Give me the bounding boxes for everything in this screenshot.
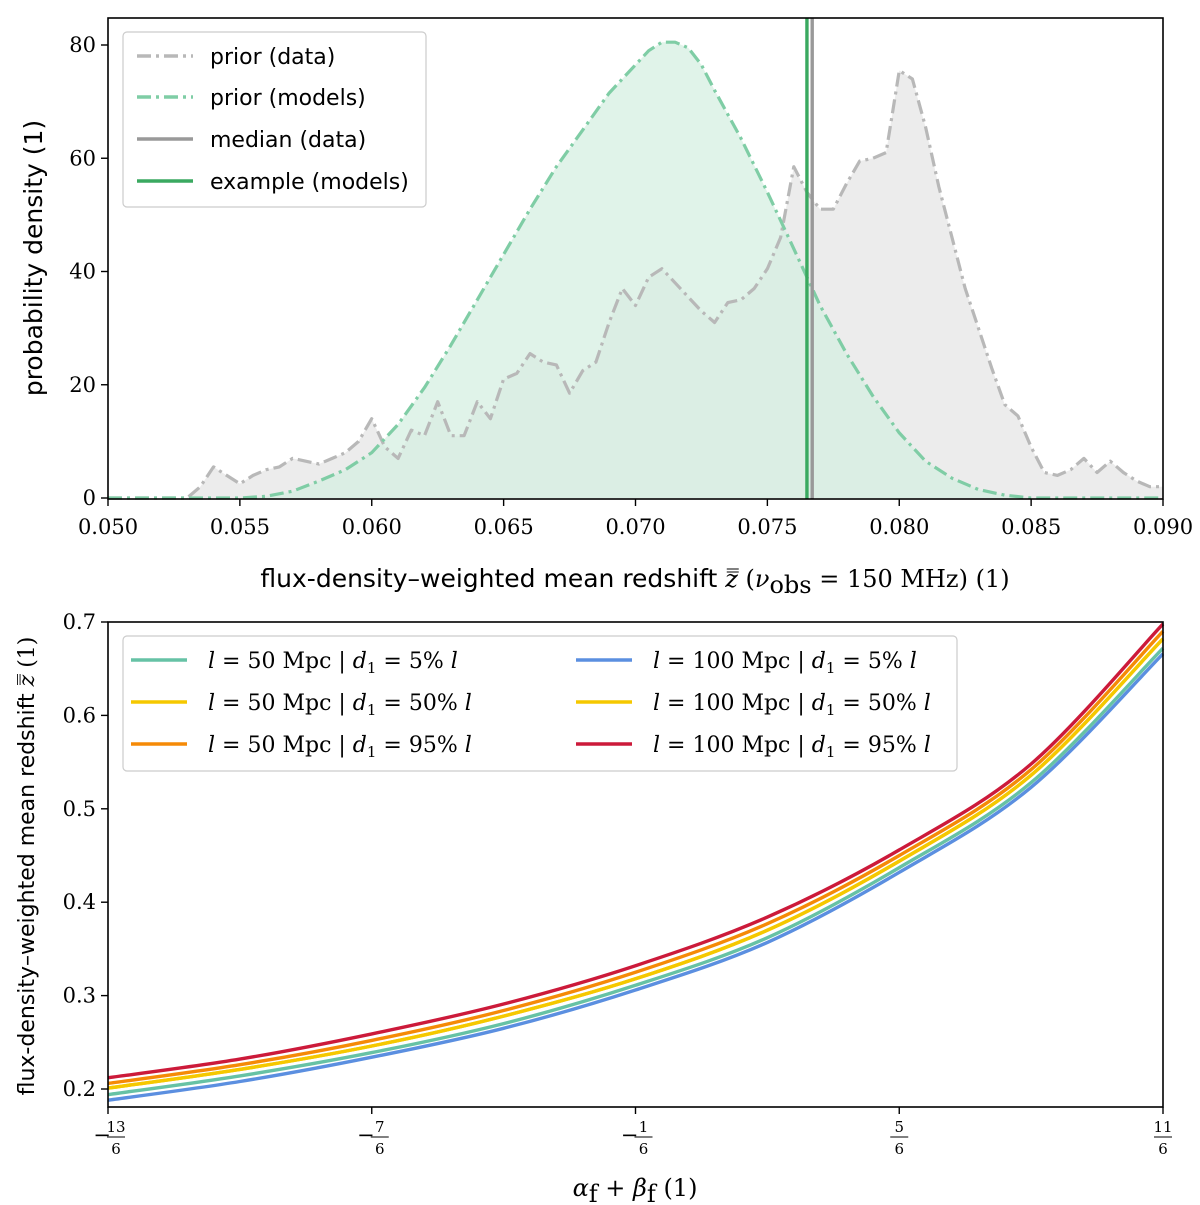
tick-sign: − <box>93 1123 111 1147</box>
line-prior-data <box>108 68 1163 500</box>
top-y-tick-label: 40 <box>69 260 96 284</box>
tick-denominator: 6 <box>111 1140 121 1158</box>
tick-denominator: 6 <box>894 1140 904 1158</box>
tick-numerator: 1 <box>639 1118 649 1136</box>
tick-denominator: 6 <box>375 1140 385 1158</box>
bottom-legend-box <box>122 635 958 772</box>
bottom-y-tick-label: 0.5 <box>63 797 96 821</box>
bottom-y-axis-label: flux-density–weighted mean redshift z̿ (… <box>15 637 40 1096</box>
curve-l-100-mpc-d-50-l <box>107 637 1165 1090</box>
legend-label-l-50-mpc-d-95-l: l = 50 Mpc | d1 = 95% l <box>208 733 472 761</box>
top-x-tick-label: 0.065 <box>474 515 534 539</box>
top-y-tick-label: 80 <box>69 33 96 57</box>
legend-label-l-50-mpc-d-5-l: l = 50 Mpc | d1 = 5% l <box>208 649 458 677</box>
bottom-x-tick-label: 116 <box>1153 1118 1172 1158</box>
line-prior-models <box>108 40 1163 500</box>
legend-label-prior-models: prior (models) <box>210 86 366 111</box>
tick-denominator: 6 <box>639 1140 649 1158</box>
curve-l-100-mpc-d-5-l <box>107 652 1165 1102</box>
tick-numerator: 13 <box>106 1118 125 1136</box>
top-legend-box <box>122 31 427 208</box>
top-panel: 0.050 0.055 0.060 0.065 0.070 0.075 0.080 0.085… <box>19 17 1193 599</box>
curve-l-50-mpc-d-95-l <box>107 630 1165 1086</box>
bottom-y-tick-label: 0.4 <box>63 890 96 914</box>
curve-l-100-mpc-d-95-l <box>107 622 1165 1080</box>
bottom-x-tick-label: 56 <box>890 1118 909 1158</box>
bottom-y-tick-label: 0.7 <box>63 610 96 634</box>
bottom-x-tick-label: −7 6 <box>357 1118 389 1158</box>
legend-label-l-50-mpc-d-50-l: l = 50 Mpc | d1 = 50% l <box>208 691 472 719</box>
tick-sign: − <box>357 1123 375 1147</box>
top-x-axis-label: flux-density–weighted mean redshift z̿ (… <box>260 564 1009 599</box>
tick-numerator: 5 <box>894 1118 904 1136</box>
top-y-tick-label: 0 <box>83 486 96 510</box>
bottom-y-tick-label: 0.2 <box>63 1077 96 1101</box>
top-x-tick-label: 0.085 <box>1001 515 1061 539</box>
top-x-tick-label: 0.060 <box>342 515 402 539</box>
legend-label-l-100-mpc-d-95-l: l = 100 Mpc | d1 = 95% l <box>653 733 931 761</box>
top-y-tick-label: 20 <box>69 373 96 397</box>
top-x-tick-label: 0.075 <box>737 515 797 539</box>
bottom-x-tick-label: −1 6 <box>621 1118 653 1158</box>
top-x-tick-label: 0.055 <box>210 515 270 539</box>
tick-sign: − <box>621 1123 639 1147</box>
legend-label-example-models: example (models) <box>210 170 409 195</box>
bottom-x-axis-label: αf + βf (1) <box>573 1174 698 1205</box>
bottom-y-tick-label: 0.6 <box>63 703 96 727</box>
top-x-tick-label: 0.070 <box>605 515 665 539</box>
bottom-y-tick-label: 0.3 <box>63 984 96 1008</box>
tick-denominator: 6 <box>1158 1140 1168 1158</box>
legend-label-l-100-mpc-d-50-l: l = 100 Mpc | d1 = 50% l <box>653 691 931 719</box>
top-y-axis-label: probability density (1) <box>19 120 48 396</box>
tick-numerator: 7 <box>375 1118 385 1136</box>
legend-label-prior-data: prior (data) <box>210 45 335 70</box>
curve-l-50-mpc-d-5-l <box>107 647 1165 1097</box>
top-x-tick-label: 0.080 <box>869 515 929 539</box>
top-x-tick-label: 0.050 <box>78 515 138 539</box>
tick-numerator: 11 <box>1153 1118 1172 1136</box>
top-x-tick-label: 0.090 <box>1133 515 1193 539</box>
area-prior-data <box>108 70 1163 498</box>
top-y-tick-label: 60 <box>69 146 96 170</box>
area-prior-models <box>108 42 1163 498</box>
bottom-x-tick-label: −13 6 <box>93 1118 125 1158</box>
legend-label-l-100-mpc-d-5-l: l = 100 Mpc | d1 = 5% l <box>653 649 917 677</box>
legend-label-median-data: median (data) <box>210 128 366 153</box>
